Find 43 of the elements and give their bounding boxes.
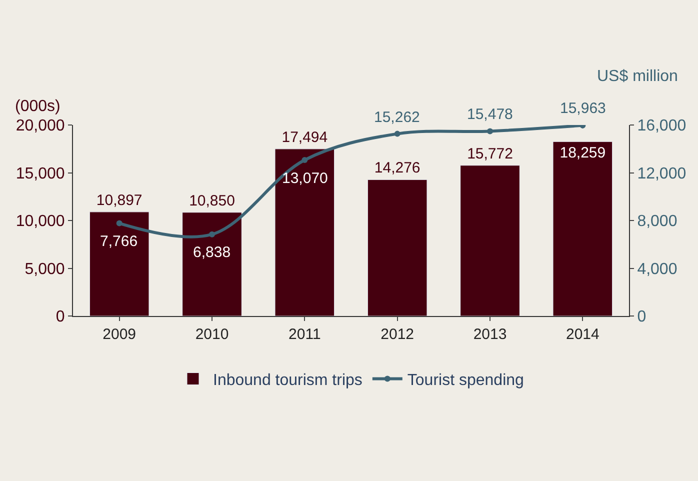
data-label: 10,850 — [189, 192, 235, 210]
y-tick-label: 10,000 — [16, 213, 65, 230]
y-tick-label: 20,000 — [16, 118, 65, 135]
x-tick-label: 2014 — [566, 326, 600, 343]
y2-tick-label: 4,000 — [637, 260, 678, 278]
x-tick-label: 2013 — [473, 326, 507, 343]
x-tick-label: 2009 — [102, 326, 136, 343]
data-label: 15,478 — [467, 106, 513, 123]
data-label: 15,963 — [560, 100, 606, 117]
point — [209, 231, 215, 238]
y-tick-label: 5,000 — [24, 260, 65, 278]
y2-axis-title: US$ million — [597, 68, 678, 85]
point — [302, 156, 308, 163]
y2-tick-label: 16,000 — [637, 118, 686, 135]
bar — [367, 179, 428, 316]
data-label: 14,276 — [374, 160, 420, 177]
data-label: 15,772 — [467, 145, 513, 162]
point — [487, 128, 493, 134]
x-tick-label: 2012 — [380, 326, 414, 343]
y-axis-title: (000s) — [15, 98, 60, 115]
data-label: 17,494 — [282, 128, 328, 146]
y2-tick-label: 12,000 — [637, 165, 686, 182]
bar — [460, 165, 520, 316]
legend-label: Tourist spending — [407, 372, 524, 389]
y-tick-label: 15,000 — [16, 165, 65, 182]
data-label: 15,262 — [374, 109, 420, 126]
y2-tick-label: 0 — [637, 308, 646, 326]
y-tick-label: 0 — [56, 308, 65, 326]
point — [116, 220, 122, 226]
bar — [182, 212, 242, 316]
x-tick-label: 2010 — [195, 326, 229, 343]
point — [394, 130, 400, 137]
bar — [89, 212, 150, 316]
data-label: 13,070 — [282, 170, 328, 187]
data-label: 18,259 — [560, 144, 606, 162]
x-tick-label: 2011 — [288, 326, 321, 343]
bar — [274, 148, 335, 316]
data-label: 7,766 — [100, 233, 138, 250]
legend-label: Inbound tourism trips — [213, 372, 362, 389]
data-label: 6,838 — [193, 244, 231, 261]
y2-tick-label: 8,000 — [637, 213, 678, 230]
data-label: 10,897 — [96, 192, 142, 209]
bar — [552, 141, 613, 316]
